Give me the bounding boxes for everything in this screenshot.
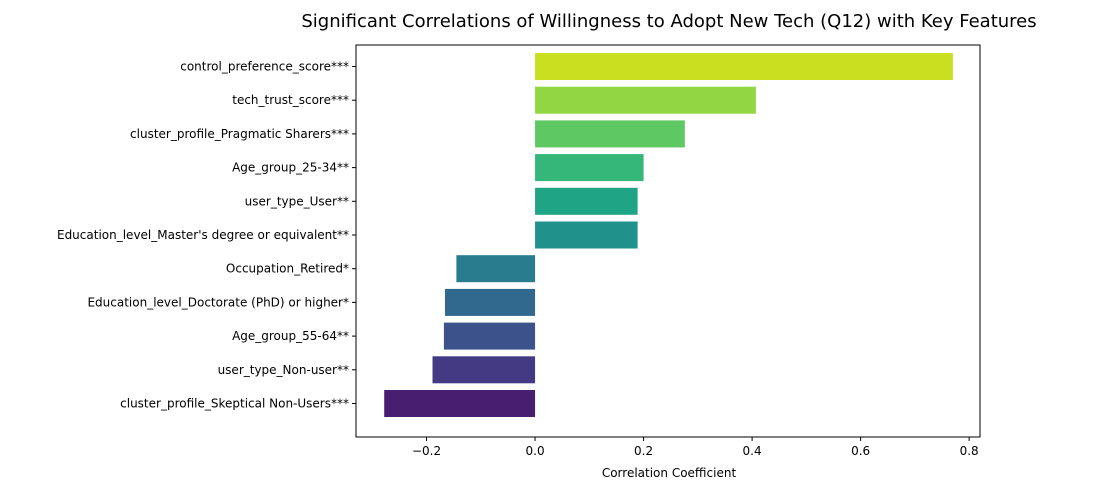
bar (384, 390, 536, 417)
y-tick-label: Age_group_25-34** (232, 161, 349, 175)
bar (444, 288, 536, 316)
x-axis-label: Correlation Coefficient (602, 466, 737, 480)
y-tick-label: cluster_profile_Skeptical Non-Users*** (120, 397, 349, 411)
bar (535, 221, 638, 249)
y-tick-label: Education_level_Doctorate (PhD) or highe… (87, 295, 349, 309)
y-tick-label: Age_group_55-64** (232, 329, 349, 343)
y-tick-label: cluster_profile_Pragmatic Sharers*** (130, 127, 349, 141)
x-tick-label: 0.2 (634, 444, 653, 458)
plot-frame (355, 44, 981, 438)
bar (456, 255, 536, 283)
bar (443, 322, 536, 350)
y-tick-label: control_preference_score*** (180, 60, 349, 74)
bars-layer (384, 53, 953, 417)
y-tick-label: user_type_Non-user** (218, 363, 349, 377)
x-tick-label: 0.4 (743, 444, 762, 458)
x-tick-label: −0.2 (412, 444, 441, 458)
x-tick-label: 0.6 (851, 444, 870, 458)
y-axis: control_preference_score*** tech_trust_sc… (57, 60, 356, 411)
bar (535, 120, 685, 148)
x-tick-label: 0.8 (960, 444, 979, 458)
bar (432, 356, 536, 384)
bar (535, 53, 953, 80)
x-tick-label: 0.0 (526, 444, 545, 458)
x-axis: −0.2 0.0 0.2 0.4 0.6 0.8 (412, 437, 979, 458)
y-tick-label: tech_trust_score*** (232, 93, 349, 107)
y-tick-label: Occupation_Retired* (226, 262, 349, 276)
bar (535, 86, 756, 114)
y-tick-label: Education_level_Master's degree or equiv… (57, 228, 349, 242)
y-tick-label: user_type_User** (245, 194, 349, 208)
chart-title: Significant Correlations of Willingness … (301, 11, 1036, 32)
bar (535, 154, 644, 182)
bar (535, 187, 638, 215)
